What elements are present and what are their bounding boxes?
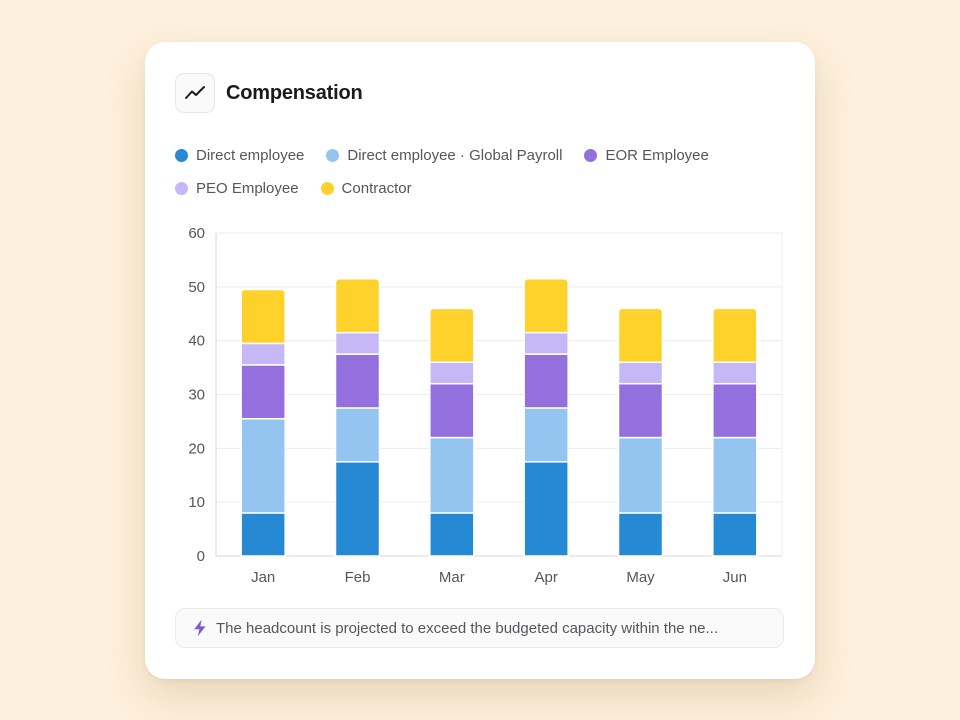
legend-label: Direct employee [196, 147, 305, 164]
x-tick-label: May [626, 569, 655, 586]
bar-segment[interactable] [523, 353, 569, 409]
bar-segment[interactable] [523, 331, 569, 355]
legend-item[interactable]: EOR Employee [584, 145, 709, 166]
bar-segment[interactable] [429, 361, 475, 385]
legend-item[interactable]: Direct employee [175, 145, 304, 166]
bar-segment[interactable] [240, 364, 286, 420]
y-tick-label: 50 [188, 279, 205, 296]
y-tick-label: 10 [188, 494, 205, 511]
bar-segment[interactable] [240, 342, 286, 366]
x-tick-label: Mar [439, 569, 465, 586]
y-tick-label: 20 [188, 440, 205, 457]
bar-segment[interactable] [334, 461, 381, 557]
bar-segment[interactable] [617, 436, 664, 514]
bar-segment[interactable] [334, 407, 381, 463]
bar-segment[interactable] [523, 461, 569, 557]
stacked-bar-chart: 0 10 20 30 40 50 60 Jan Feb Mar Apr May Jun [188, 225, 783, 586]
y-tick-label: 0 [197, 548, 205, 565]
bar-segment[interactable] [712, 512, 758, 557]
legend-swatch [175, 149, 188, 162]
bar-segment[interactable] [334, 353, 381, 409]
legend-item[interactable]: Direct employee · Global Payroll [326, 145, 562, 166]
legend-item[interactable]: PEO Employee [175, 178, 299, 199]
legend-label: PEO Employee [196, 180, 299, 197]
bar-segment[interactable] [429, 436, 475, 514]
bar-segment[interactable] [240, 512, 286, 557]
bar-segment[interactable] [712, 307, 758, 363]
legend-swatch [320, 182, 334, 195]
x-tick-label: Apr [534, 569, 557, 586]
bar-segment[interactable] [334, 278, 381, 334]
y-tick-label: 40 [188, 333, 205, 350]
y-tick-label: 30 [188, 387, 205, 404]
lightning-icon [192, 619, 208, 637]
legend-label: Contractor [341, 180, 412, 197]
bar-segment[interactable] [429, 307, 475, 363]
bar-segment[interactable] [712, 361, 758, 385]
insight-text: The headcount is projected to exceed the… [216, 619, 719, 637]
legend-label: Direct employee · Global Payroll [347, 147, 563, 164]
bar-segment[interactable] [334, 331, 381, 355]
legend-item[interactable]: Contractor [320, 178, 412, 199]
bar-segment[interactable] [429, 382, 475, 439]
card-title: Compensation [226, 81, 363, 104]
legend-swatch [326, 149, 340, 162]
trend-line-icon [175, 73, 215, 113]
bar-segment[interactable] [240, 288, 286, 345]
bar-segment[interactable] [523, 407, 569, 463]
card-header: Compensation [175, 73, 363, 113]
bar-segment[interactable] [523, 278, 569, 334]
bar-segment[interactable] [617, 307, 664, 363]
bar-segment[interactable] [429, 512, 475, 557]
chart-legend: Direct employee Direct employee · Global … [175, 145, 775, 199]
legend-label: EOR Employee [605, 147, 709, 164]
compensation-card: Compensation Direct employee Direct emplo… [145, 42, 815, 679]
bar-segment[interactable] [617, 361, 664, 385]
bar-segment[interactable] [712, 382, 758, 439]
bar-segment[interactable] [712, 436, 758, 514]
x-tick-label: Jan [251, 569, 275, 586]
y-tick-label: 60 [188, 225, 205, 242]
bar-segment[interactable] [617, 512, 664, 557]
legend-swatch [175, 182, 188, 195]
legend-swatch [584, 149, 598, 162]
x-tick-label: Jun [723, 569, 747, 586]
x-tick-label: Feb [345, 569, 371, 586]
bar-segment[interactable] [240, 417, 286, 514]
insight-banner[interactable]: The headcount is projected to exceed the… [175, 608, 784, 648]
bar-segment[interactable] [617, 382, 664, 439]
